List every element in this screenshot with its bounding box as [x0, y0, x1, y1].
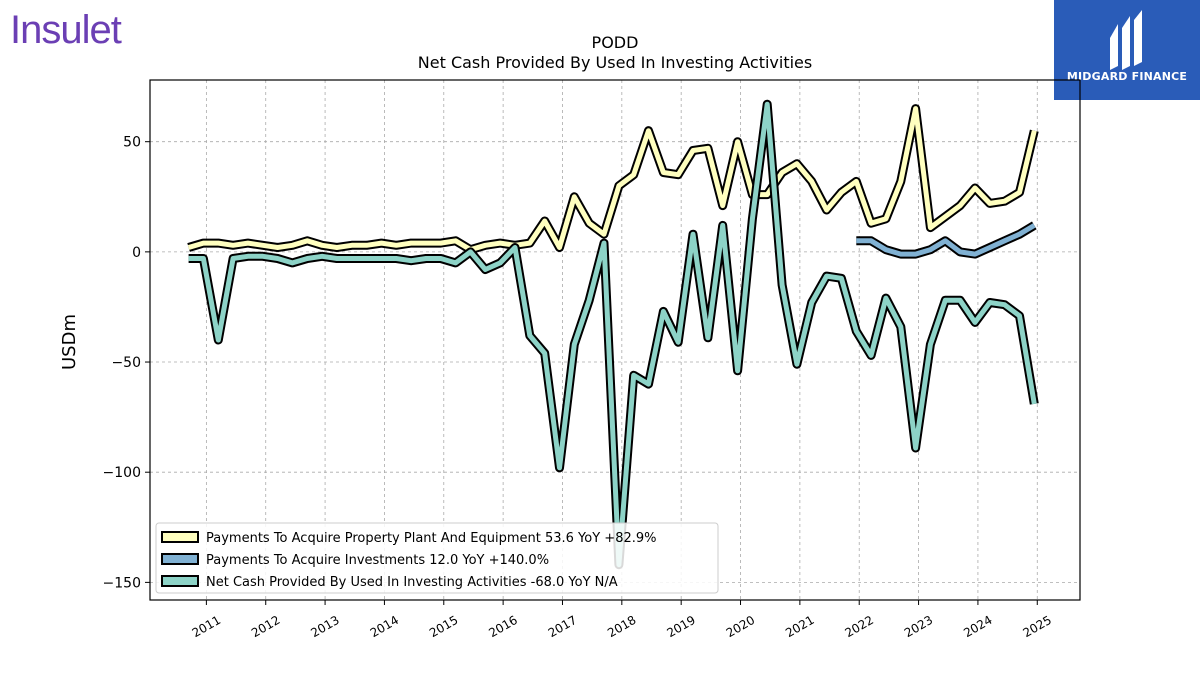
y-tick-label: −100: [103, 465, 141, 481]
publisher-name: MIDGARD FINANCE: [1066, 70, 1188, 83]
y-axis-label: USDm: [59, 314, 80, 370]
x-tick-label: 2011: [190, 613, 223, 640]
plot-frame: [149, 79, 1081, 601]
x-tick-label: 2024: [961, 613, 994, 640]
series-layer: [187, 99, 1039, 570]
x-tick-label: 2012: [249, 613, 282, 640]
x-tick-label: 2023: [902, 613, 935, 640]
x-tick-label: 2021: [783, 613, 816, 640]
series-line-2: [188, 101, 1037, 568]
legend-label: Net Cash Provided By Used In Investing A…: [206, 575, 618, 590]
x-tick-label: 2018: [605, 613, 638, 640]
legend-label: Payments To Acquire Investments 12.0 YoY…: [206, 553, 549, 568]
x-tick-label: 2019: [664, 613, 697, 640]
legend: Payments To Acquire Property Plant And E…: [155, 522, 719, 594]
series-line-1: [856, 223, 1036, 257]
y-tick-label: −150: [103, 575, 141, 591]
x-tick-label: 2014: [368, 613, 401, 640]
midgard-finance-logo: MIDGARD FINANCE: [1054, 0, 1200, 100]
y-tick-label: −50: [111, 355, 141, 371]
legend-swatch: [161, 553, 199, 565]
chart-title: PODD: [592, 33, 639, 52]
legend-box: [155, 522, 719, 594]
chart-subtitle: Net Cash Provided By Used In Investing A…: [418, 53, 812, 72]
x-tick-label: 2015: [427, 613, 460, 640]
x-tick-label: 2016: [486, 613, 519, 640]
y-tick-label: 0: [132, 245, 141, 261]
x-tick-label: 2022: [842, 613, 875, 640]
legend-swatch: [161, 575, 199, 587]
x-tick-label: 2013: [308, 613, 341, 640]
series-outline-2: [188, 99, 1039, 570]
legend-swatch: [161, 531, 199, 543]
series-line-0: [187, 106, 1037, 253]
series-outline-0: [187, 104, 1039, 255]
x-tick-label: 2017: [546, 613, 579, 640]
midgard-m-icon: [1110, 10, 1142, 70]
x-tick-label: 2020: [724, 613, 757, 640]
y-tick-label: 50: [123, 135, 141, 151]
x-tick-label: 2025: [1021, 613, 1054, 640]
insulet-logo: Insulet: [10, 8, 122, 52]
legend-label: Payments To Acquire Property Plant And E…: [206, 531, 657, 546]
